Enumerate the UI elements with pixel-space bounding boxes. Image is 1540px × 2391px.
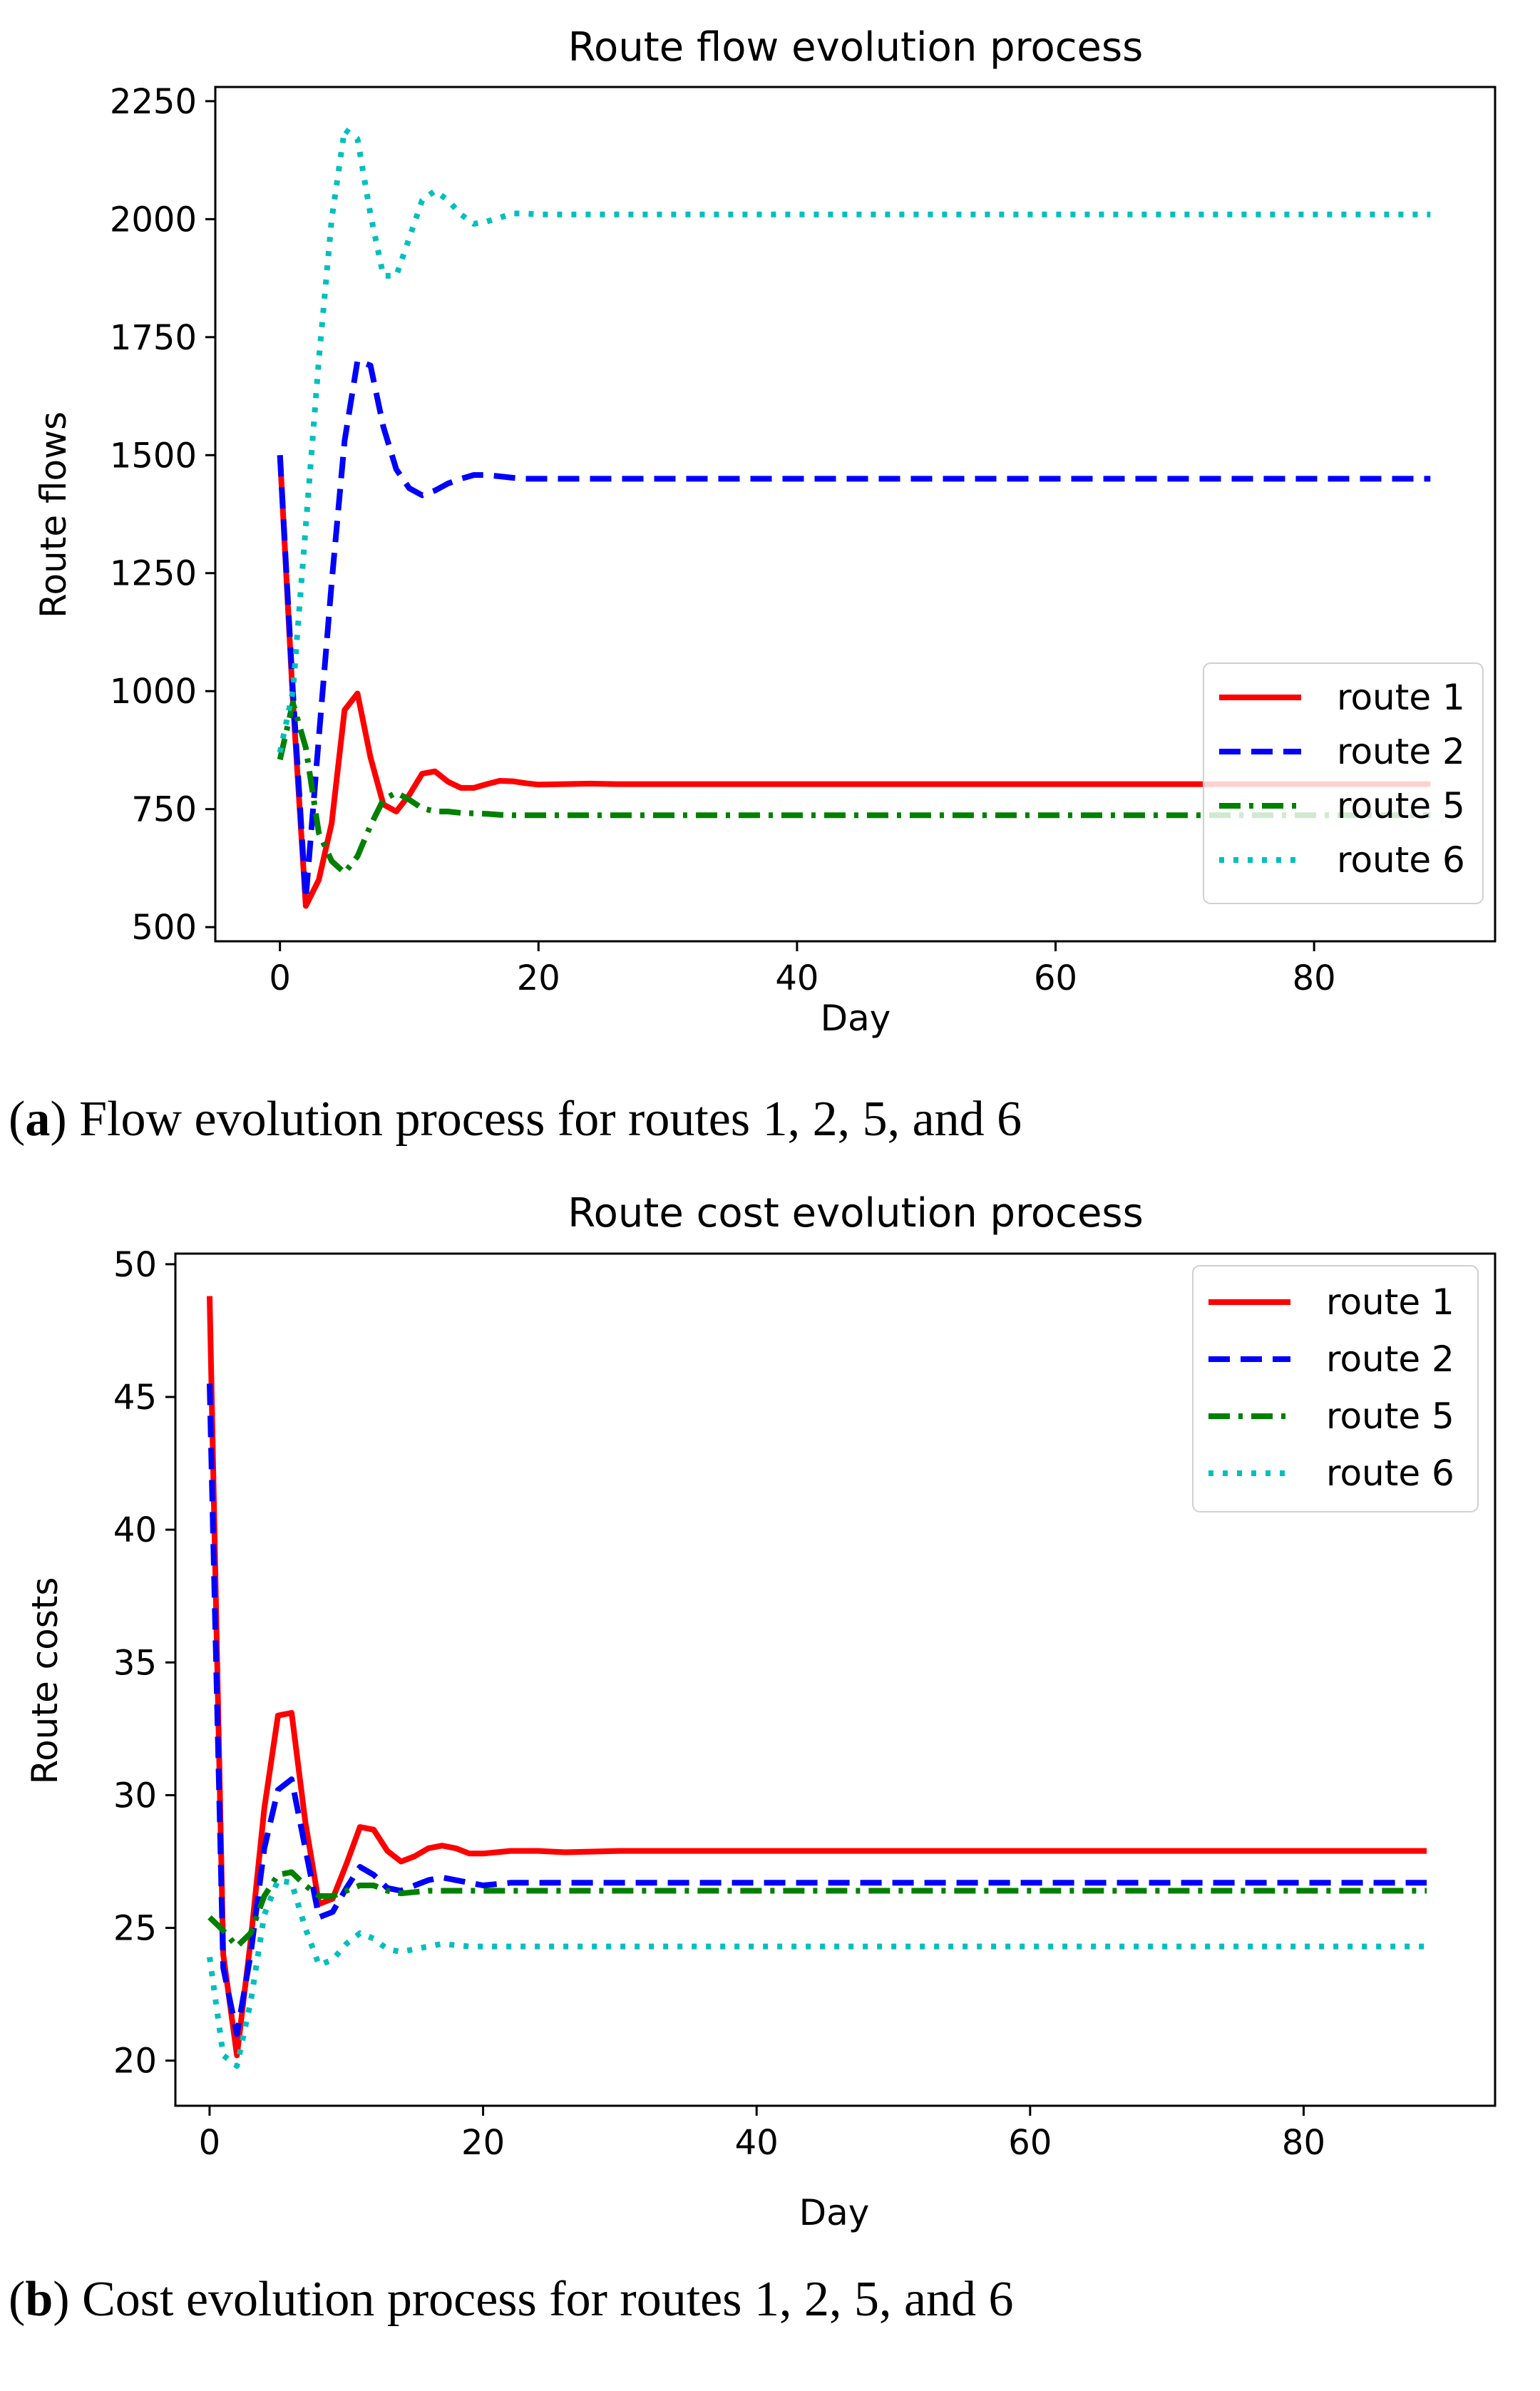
flow-xtick-label: 60 xyxy=(1034,958,1077,998)
cost-chart-legend-box xyxy=(1192,1265,1479,1512)
caption-a-text: Flow evolution process for routes 1, 2, … xyxy=(79,1092,1022,1147)
cost-ytick-label: 20 xyxy=(113,2042,157,2082)
cost-ytick-label: 25 xyxy=(113,1909,157,1949)
cost-ytick-label: 45 xyxy=(113,1378,157,1418)
cost-chart-title: Route cost evolution process xyxy=(568,1190,1144,1237)
flow-ytick-label: 500 xyxy=(131,908,197,948)
cost-chart-xlabel: Day xyxy=(799,2192,870,2233)
flow-ytick-label: 2250 xyxy=(110,82,197,122)
flow-chart-legend-box xyxy=(1203,662,1484,904)
flow-xtick-label: 20 xyxy=(517,958,560,998)
flow-ytick-label: 750 xyxy=(131,790,197,830)
flow-series-route-6 xyxy=(277,126,1431,754)
caption-b-text: Cost evolution process for routes 1, 2, … xyxy=(82,2272,1014,2327)
flow-series-route-1 xyxy=(277,455,1431,909)
flow-ytick-label: 2000 xyxy=(110,200,197,240)
flow-chart-xlabel: Day xyxy=(821,998,891,1039)
caption-a: (a) Flow evolution process for routes 1,… xyxy=(9,1092,1022,1147)
cost-ytick-label: 30 xyxy=(113,1776,157,1816)
cost-chart-ylabel: Route costs xyxy=(24,1577,66,1785)
flow-chart: Route flow evolution process 0 20 40 60 80 50… xyxy=(33,24,1497,1039)
flow-legend-label: route 2 xyxy=(1337,731,1465,772)
flow-chart-frame xyxy=(214,86,1497,943)
flow-legend-label: route 6 xyxy=(1337,839,1465,881)
cost-chart: Route cost evolution process 0 20 40 60 80 20… xyxy=(24,1190,1497,2233)
flow-legend-label: route 1 xyxy=(1337,677,1465,718)
flow-xtick-label: 0 xyxy=(269,958,291,998)
cost-xtick-label: 20 xyxy=(461,2123,505,2163)
cost-chart-series xyxy=(207,1296,1427,2069)
flow-chart-ylabel: Route flows xyxy=(33,411,74,618)
flow-ytick-label: 1750 xyxy=(110,318,197,358)
cost-ytick-label: 40 xyxy=(113,1510,157,1550)
flow-series-route-2 xyxy=(277,357,1431,902)
cost-chart-frame xyxy=(174,1252,1497,2107)
cost-legend-label: route 2 xyxy=(1326,1338,1454,1380)
flow-series-route-5 xyxy=(277,700,1431,876)
flow-xtick-label: 80 xyxy=(1293,958,1336,998)
caption-a-label: a xyxy=(25,1092,51,1147)
cost-ytick-label: 35 xyxy=(113,1643,157,1683)
flow-ytick-label: 1250 xyxy=(110,554,197,594)
cost-series-route-6 xyxy=(207,1877,1427,2069)
flow-chart-axes: 0 20 40 60 80 500 750 1000 1250 1500 1750 2000 2250 xyxy=(110,82,1336,998)
cost-xtick-label: 40 xyxy=(735,2123,779,2163)
cost-chart-axes: 0 20 40 60 80 20 25 30 35 40 45 50 xyxy=(113,1245,1325,2163)
cost-legend-label: route 5 xyxy=(1326,1396,1454,1437)
cost-xtick-label: 60 xyxy=(1008,2123,1052,2163)
cost-chart-legend: route 1 route 2 route 5 route 6 xyxy=(1192,1265,1479,1512)
flow-ytick-label: 1000 xyxy=(110,672,197,712)
cost-xtick-label: 0 xyxy=(199,2123,221,2163)
flow-chart-title: Route flow evolution process xyxy=(568,24,1144,71)
cost-ytick-label: 50 xyxy=(113,1245,157,1285)
cost-legend-label: route 1 xyxy=(1326,1281,1454,1323)
flow-xtick-label: 40 xyxy=(775,958,818,998)
cost-xtick-label: 80 xyxy=(1282,2123,1325,2163)
cost-series-route-1 xyxy=(207,1296,1427,2059)
flow-ytick-label: 1500 xyxy=(110,436,197,476)
flow-chart-series xyxy=(277,126,1431,909)
caption-b: (b) Cost evolution process for routes 1,… xyxy=(9,2272,1014,2327)
cost-legend-label: route 6 xyxy=(1326,1453,1454,1494)
caption-b-label: b xyxy=(25,2272,53,2327)
cost-series-route-5 xyxy=(207,1869,1427,1950)
flow-chart-legend: route 1 route 2 route 5 route 6 xyxy=(1203,662,1484,904)
flow-legend-label: route 5 xyxy=(1337,785,1465,826)
cost-series-route-2 xyxy=(207,1383,1427,2037)
